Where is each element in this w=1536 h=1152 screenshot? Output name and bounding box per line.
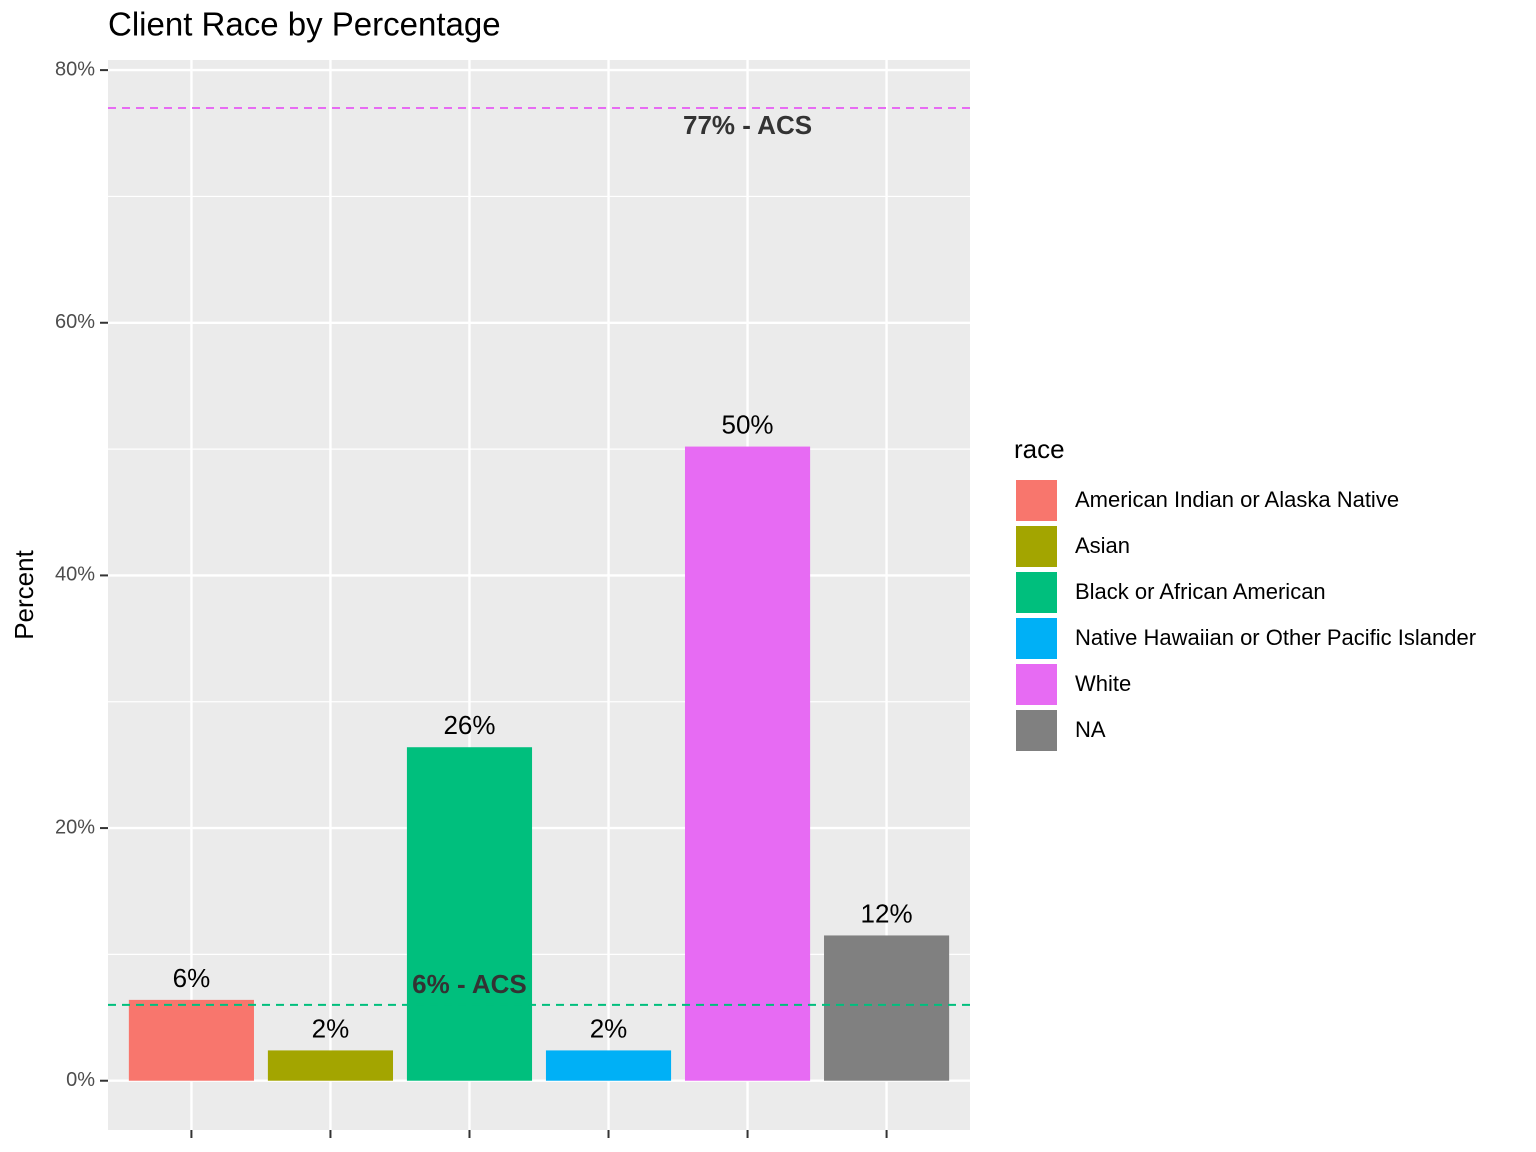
y-tick-label: 20% <box>55 816 95 838</box>
legend-key <box>1016 710 1057 751</box>
legend-key <box>1016 618 1057 659</box>
y-tick-label: 80% <box>55 58 95 80</box>
legend-label: Black or African American <box>1075 579 1326 604</box>
reference-label: 77% - ACS <box>683 110 812 140</box>
bar <box>267 1050 394 1081</box>
y-tick-label: 60% <box>55 311 95 333</box>
value-label: 12% <box>861 898 913 928</box>
legend-key <box>1016 480 1057 521</box>
y-tick-label: 40% <box>55 564 95 586</box>
bar <box>684 446 811 1081</box>
reference-label: 6% - ACS <box>412 969 527 999</box>
legend-title: race <box>1014 434 1065 464</box>
value-label: 26% <box>443 710 495 740</box>
value-label: 2% <box>590 1013 628 1043</box>
legend-key <box>1016 572 1057 613</box>
legend-label: Asian <box>1075 533 1130 558</box>
legend-label: Native Hawaiian or Other Pacific Islande… <box>1075 625 1476 650</box>
bar <box>406 747 533 1081</box>
legend-label: White <box>1075 671 1131 696</box>
value-label: 6% <box>173 963 211 993</box>
bar <box>128 999 254 1081</box>
bar <box>545 1050 672 1081</box>
y-tick-label: 0% <box>66 1069 95 1091</box>
legend-label: American Indian or Alaska Native <box>1075 487 1399 512</box>
chart-title: Client Race by Percentage <box>108 6 501 43</box>
value-label: 2% <box>312 1013 350 1043</box>
bar <box>824 935 950 1081</box>
legend-key <box>1016 664 1057 705</box>
y-axis-label: Percent <box>9 549 39 639</box>
legend-key <box>1016 526 1057 567</box>
value-label: 50% <box>722 409 774 439</box>
legend-label: NA <box>1075 717 1106 742</box>
